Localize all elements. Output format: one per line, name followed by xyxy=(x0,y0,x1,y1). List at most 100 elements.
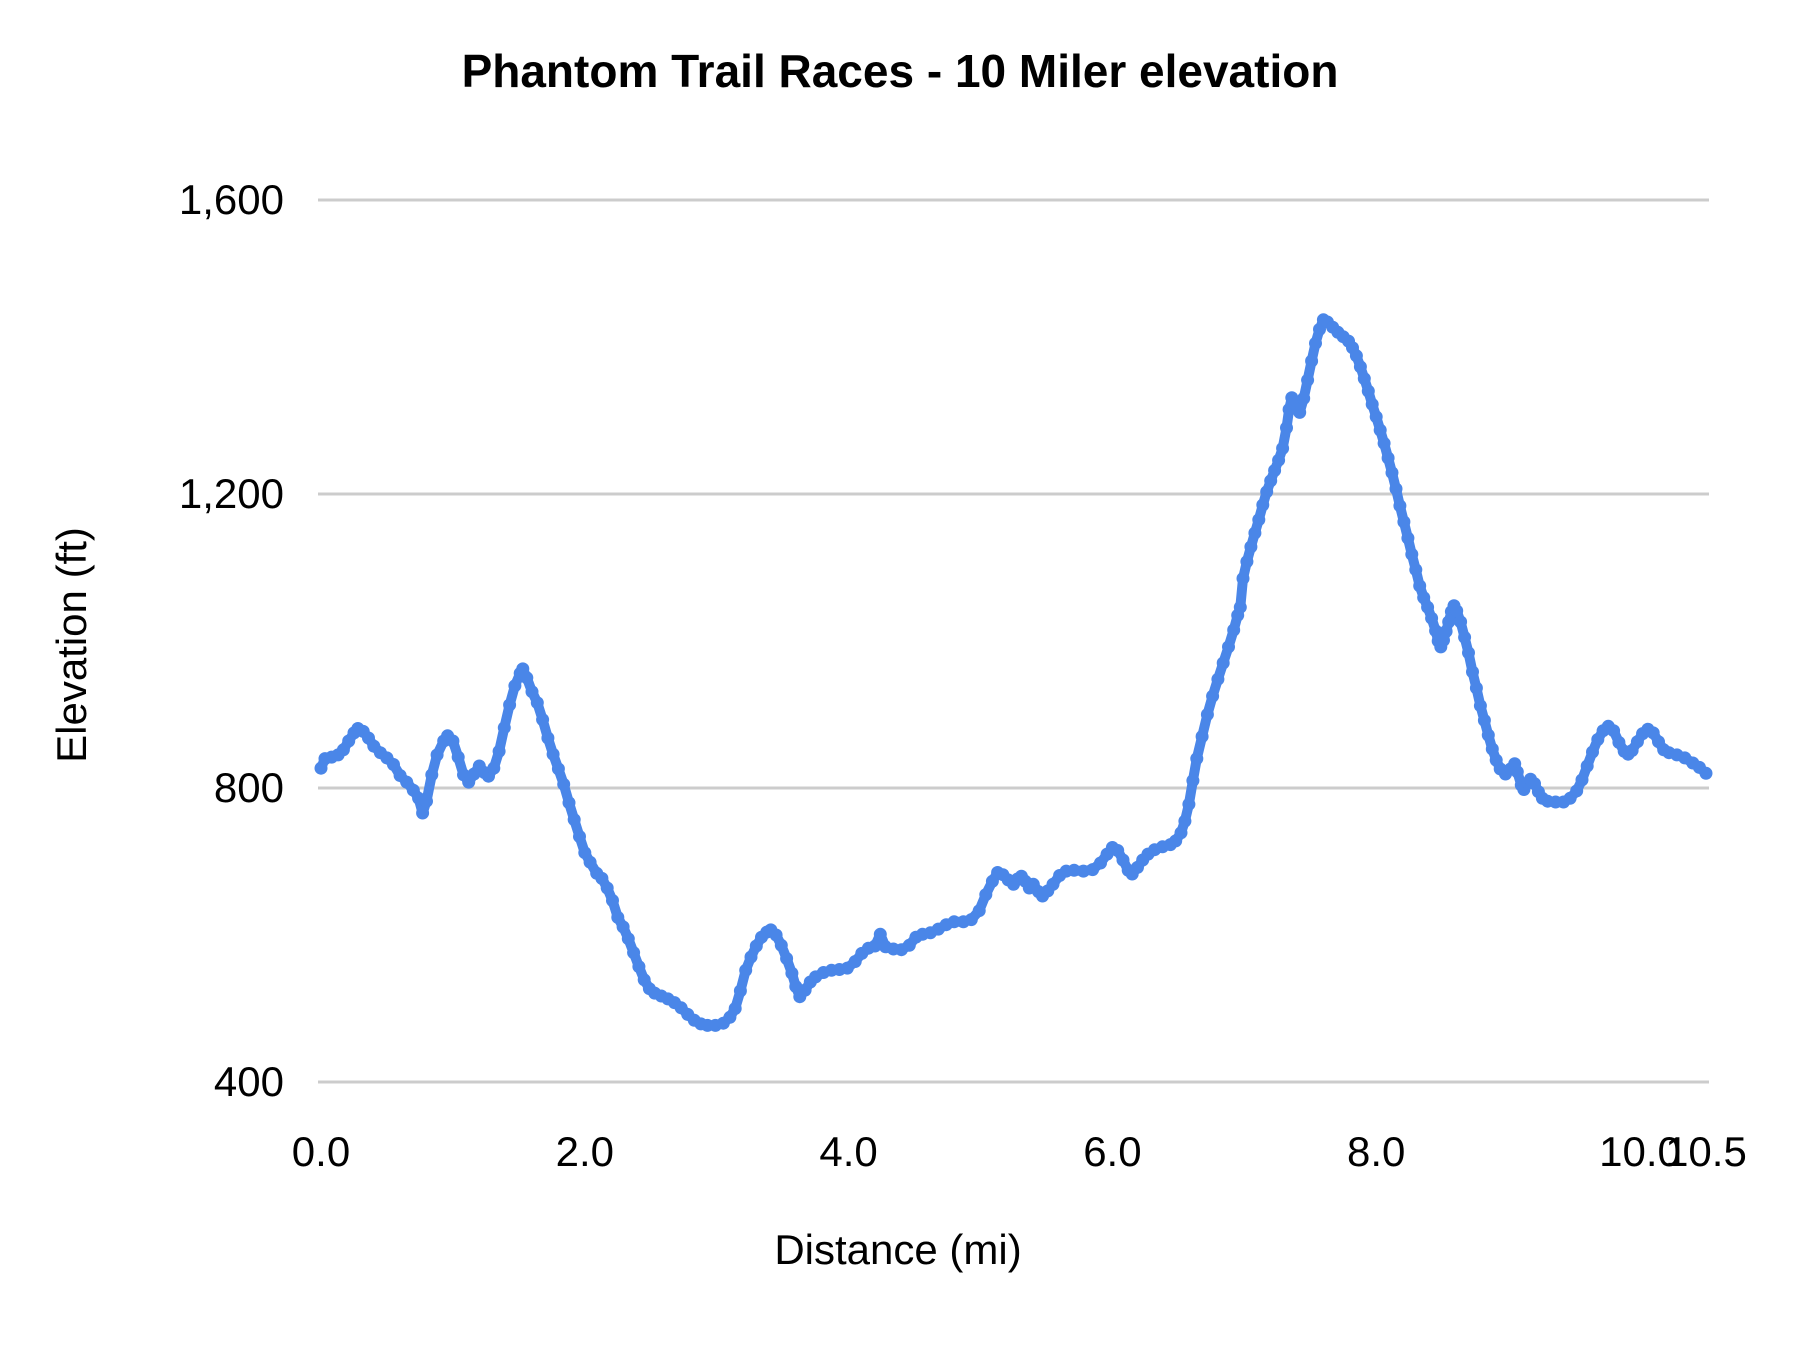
elevation-data-point xyxy=(487,761,501,775)
elevation-data-point xyxy=(1381,451,1395,465)
elevation-data-point xyxy=(785,966,799,980)
elevation-data-point xyxy=(627,946,641,960)
elevation-data-point xyxy=(503,698,517,712)
elevation-data-point xyxy=(1450,604,1464,618)
x-tick-label: 8.0 xyxy=(1346,1128,1406,1175)
elevation-data-point xyxy=(551,762,565,776)
elevation-data-point xyxy=(1397,515,1411,529)
elevation-data-point xyxy=(1067,863,1081,877)
elevation-data-point xyxy=(451,750,465,764)
elevation-data-point xyxy=(387,758,400,771)
elevation-data-point xyxy=(1389,482,1403,496)
elevation-data-point xyxy=(1116,853,1130,867)
x-tick-label: 0.0 xyxy=(291,1128,351,1175)
elevation-data-point xyxy=(1699,766,1713,780)
elevation-data-point xyxy=(1305,354,1319,368)
y-tick-label: 1,600 xyxy=(178,176,284,223)
elevation-data-point xyxy=(1190,752,1204,766)
elevation-data-point xyxy=(1353,360,1367,374)
elevation-data-point xyxy=(546,747,560,761)
x-tick-label: 2.0 xyxy=(555,1128,614,1175)
elevation-data-point xyxy=(1421,600,1435,614)
elevation-data-point xyxy=(1233,600,1247,614)
elevation-data-point xyxy=(595,871,609,885)
elevation-data-point xyxy=(1272,453,1286,467)
elevation-data-point xyxy=(1401,531,1415,545)
y-tick-label: 800 xyxy=(213,764,284,811)
elevation-data-point xyxy=(562,796,576,810)
y-tick-label: 1,200 xyxy=(178,470,284,517)
elevation-data-point xyxy=(425,768,439,782)
elevation-data-point xyxy=(1369,410,1383,424)
elevation-data-point xyxy=(1373,423,1387,437)
elevation-data-point xyxy=(1182,797,1196,811)
x-tick-label: 4.0 xyxy=(819,1128,878,1175)
elevation-data-point xyxy=(1276,441,1290,455)
elevation-data-point xyxy=(1309,336,1322,350)
elevation-data-point xyxy=(1385,466,1399,480)
elevation-data-point xyxy=(972,904,986,918)
elevation-data-point xyxy=(420,794,433,808)
elevation-data-point xyxy=(1413,579,1427,593)
elevation-data-point xyxy=(1174,826,1188,840)
elevation-data-point xyxy=(446,734,460,748)
elevation-data-point xyxy=(979,888,993,902)
elevation-data-point xyxy=(1256,498,1270,512)
elevation-data-point xyxy=(1252,513,1266,527)
elevation-data-point xyxy=(1361,384,1375,398)
elevation-data-point xyxy=(508,679,522,693)
elevation-data-point xyxy=(600,881,614,895)
elevation-data-point xyxy=(606,894,619,907)
elevation-data-point xyxy=(744,950,758,964)
elevation-data-point xyxy=(430,748,444,762)
elevation-data-point xyxy=(497,721,511,735)
x-tick-label: 10.0 xyxy=(1599,1128,1681,1175)
elevation-data-point xyxy=(1454,615,1468,629)
y-tick-label: 400 xyxy=(213,1058,284,1105)
elevation-data-point xyxy=(530,696,544,710)
elevation-data-point xyxy=(1462,646,1475,660)
x-tick-label: 6.0 xyxy=(1083,1128,1142,1175)
elevation-data-point xyxy=(1222,640,1235,654)
elevation-data-point xyxy=(567,813,581,827)
elevation-data-point xyxy=(780,952,794,965)
elevation-data-point xyxy=(616,920,630,934)
elevation-data-point xyxy=(525,685,539,699)
elevation-data-point xyxy=(868,939,882,953)
elevation-data-point xyxy=(1485,742,1499,756)
elevation-data-point xyxy=(1268,464,1282,477)
elevation-data-point xyxy=(578,846,592,860)
elevation-data-point xyxy=(947,915,961,929)
elevation-data-point xyxy=(1405,547,1419,561)
elevation-data-point xyxy=(1195,730,1209,743)
elevation-data-point xyxy=(769,928,783,942)
elevation-data-point xyxy=(1280,421,1293,435)
elevation-data-point xyxy=(1216,656,1230,670)
elevation-data-point xyxy=(416,806,430,820)
elevation-data-point xyxy=(1377,436,1391,450)
elevation-data-point xyxy=(1429,624,1443,638)
elevation-data-point xyxy=(1580,759,1594,773)
elevation-data-point xyxy=(573,830,586,843)
elevation-data-point xyxy=(1586,745,1599,759)
elevation-data-point xyxy=(1349,349,1363,363)
elevation-data-point xyxy=(583,855,597,869)
elevation-data-point xyxy=(1200,708,1214,721)
elevation-data-point xyxy=(621,932,635,946)
elevation-data-point xyxy=(1206,689,1220,703)
x-axis-title: Distance (mi) xyxy=(774,1226,1022,1273)
elevation-data-point xyxy=(1186,774,1200,788)
elevation-data-point xyxy=(1227,623,1241,637)
elevation-data-point xyxy=(1248,526,1262,540)
elevation-data-point xyxy=(557,777,571,791)
elevation-data-point xyxy=(1094,856,1107,870)
elevation-data-point xyxy=(1264,474,1278,488)
elevation-data-point xyxy=(1442,615,1456,629)
elevation-data-point xyxy=(1575,773,1589,787)
elevation-data-point xyxy=(1293,405,1307,419)
elevation-data-point xyxy=(728,1002,742,1015)
elevation-data-point xyxy=(1473,699,1487,713)
elevation-data-point xyxy=(964,913,978,927)
elevation-data-point xyxy=(1477,713,1491,727)
